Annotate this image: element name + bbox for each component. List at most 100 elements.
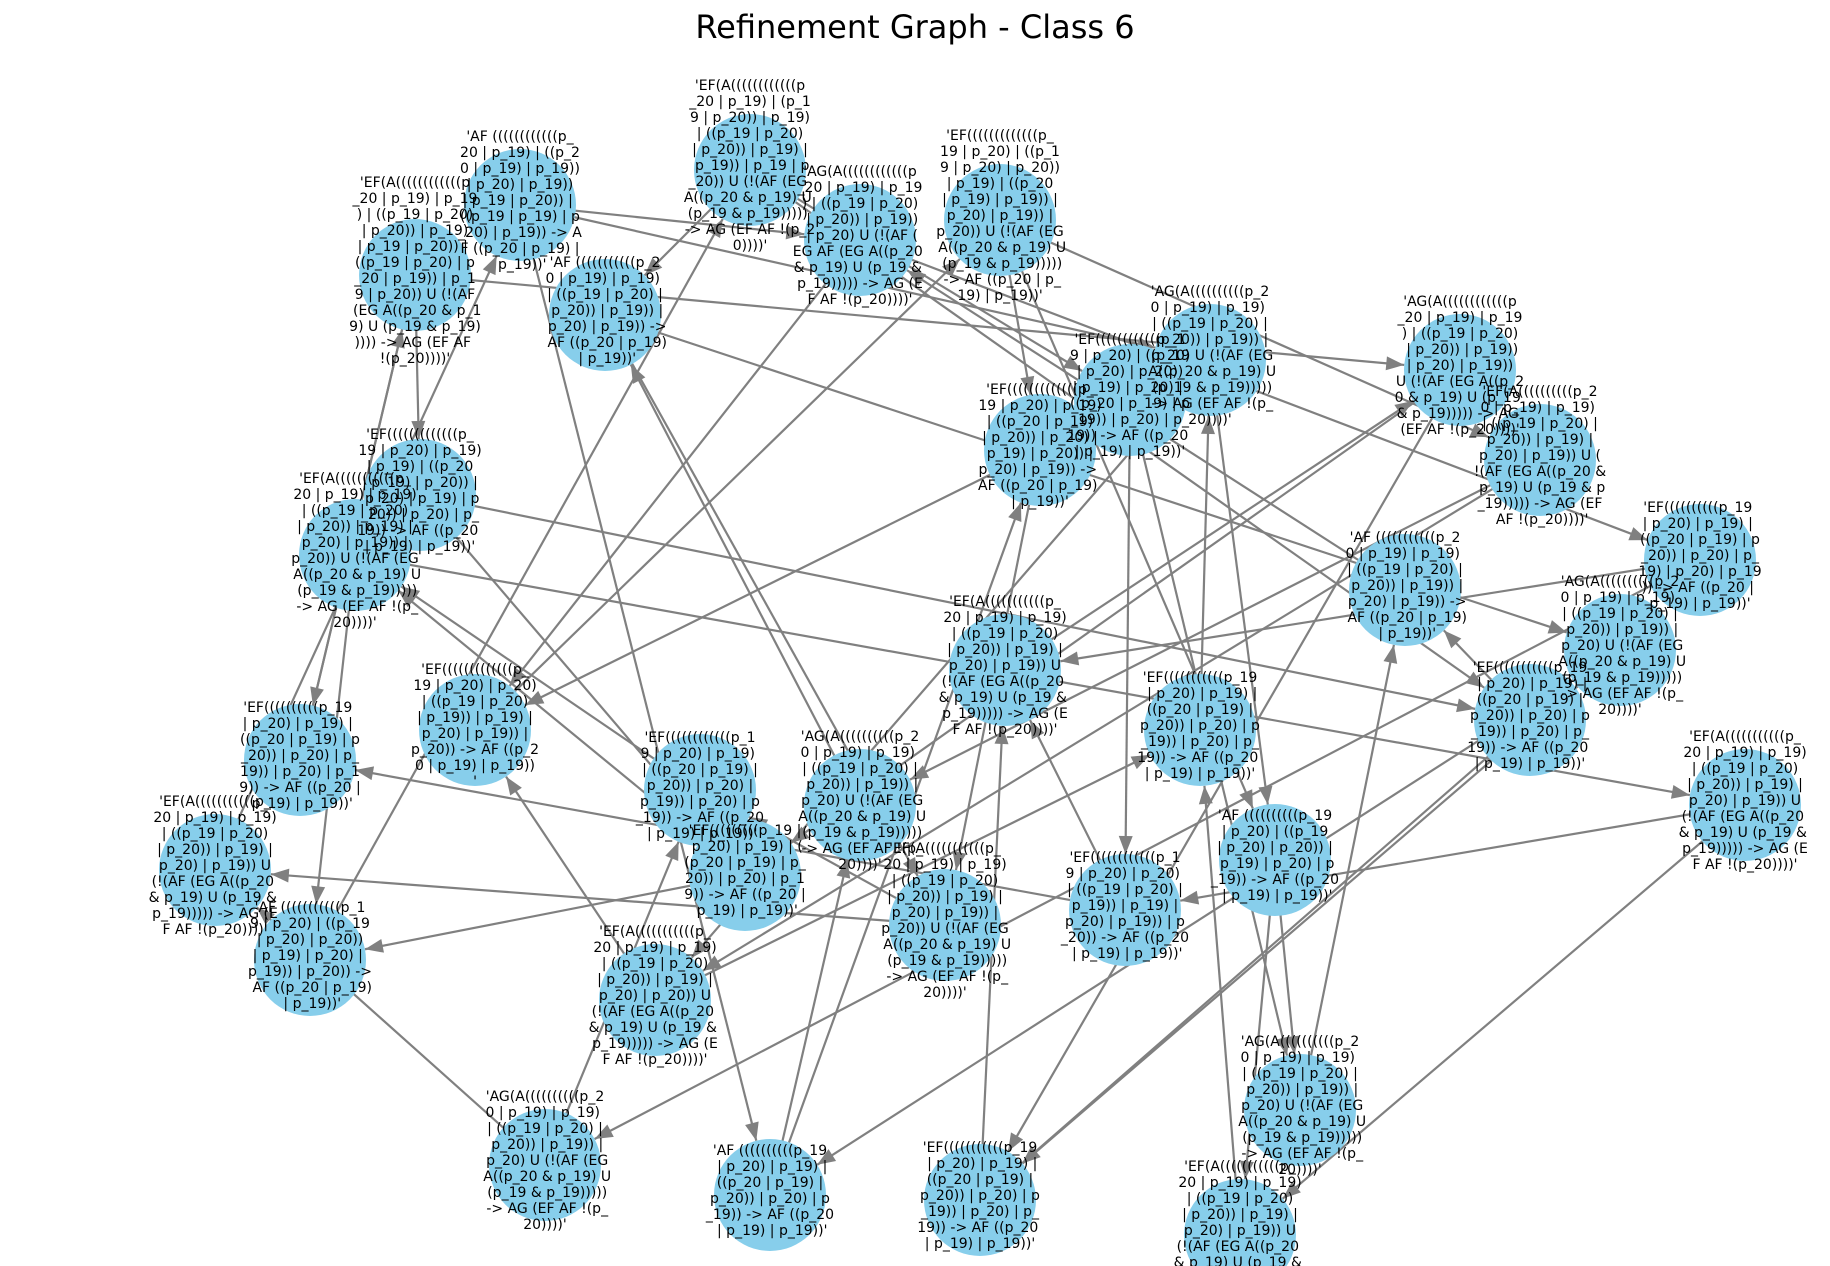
edge-arrowhead bbox=[817, 1149, 837, 1165]
edge-arrowhead bbox=[1239, 1160, 1254, 1180]
edge-arrowhead bbox=[644, 257, 663, 276]
edge-n13-n33 bbox=[909, 459, 1541, 781]
node-label: 'EF(((((((((p_19 | p_20) | p_19) | ((p_2… bbox=[684, 823, 806, 919]
node-n11[interactable] bbox=[984, 394, 1096, 506]
node-n24[interactable] bbox=[714, 1139, 826, 1251]
node-label: 'EF(((((((((((((p_ 19 | p_20) | p_20) | (… bbox=[411, 662, 539, 790]
node-label: 'EF(A((((((((((p_2 0 | p_19) | p_19) | ((… bbox=[1474, 384, 1606, 528]
edge-n14-n23 bbox=[594, 559, 1701, 1140]
edge-arrowhead bbox=[902, 856, 918, 877]
node-n33[interactable] bbox=[804, 749, 916, 861]
node-n19[interactable] bbox=[1069, 854, 1181, 966]
node-n18[interactable] bbox=[1219, 804, 1331, 916]
node-label: 'EF(((((((((((p_19 | p_20) | p_19) | ((p… bbox=[917, 1140, 1043, 1252]
edge-arrowhead bbox=[1456, 698, 1476, 713]
edge-arrowhead bbox=[1130, 754, 1150, 770]
edge-arrowhead bbox=[1443, 630, 1462, 649]
node-n6[interactable] bbox=[549, 259, 661, 371]
edge-arrowhead bbox=[506, 776, 522, 796]
node-n8[interactable] bbox=[299, 499, 411, 611]
edge-n31-n4 bbox=[474, 258, 961, 731]
edge-n9-n18 bbox=[1208, 359, 1269, 805]
node-n13[interactable] bbox=[1484, 404, 1596, 516]
node-n32[interactable] bbox=[644, 734, 756, 846]
node-label: 'EF(A(((((((((((p_ 20 | p_19) | p_19) | (… bbox=[939, 594, 1072, 738]
edge-n34-n12 bbox=[1004, 399, 1414, 671]
edge-n7-n16 bbox=[419, 493, 1476, 710]
labels-layer: 'EF(A((((((((((((p _20 | p_19) | p_19) | … bbox=[149, 78, 1812, 1266]
edge-arrowhead bbox=[952, 851, 967, 871]
node-label: 'AF ((((((((((p_19 | p_20) | p_19) | ((p… bbox=[705, 1143, 834, 1239]
node-n12[interactable] bbox=[1404, 314, 1516, 426]
node-n28[interactable] bbox=[244, 704, 356, 816]
edge-arrowhead bbox=[1394, 400, 1414, 417]
edge-arrowhead bbox=[1465, 671, 1485, 688]
node-label: 'EF(((((((((((((p_ 19 | p_20) | p_19) | p… bbox=[357, 427, 483, 555]
node-label: 'EF((((((((((((p_1 9 | p_20) | ((p_19 | p… bbox=[1067, 332, 1193, 460]
node-label: 'EF((((((((((((p_1 9 | p_20) | p_19) | ((… bbox=[635, 730, 764, 842]
edge-arrowhead bbox=[411, 420, 426, 440]
node-label: 'EF(A(((((((((((p_ 20 | p_19) | p_19) | (… bbox=[879, 841, 1011, 1001]
node-label: 'EF(A(((((((((((p_ 20 | p_19) | p_19) | (… bbox=[1174, 1159, 1307, 1266]
edge-arrowhead bbox=[270, 868, 290, 883]
edge-n24-n33 bbox=[768, 859, 849, 1196]
node-n26[interactable] bbox=[1184, 1179, 1296, 1266]
node-n3[interactable] bbox=[694, 114, 806, 226]
node-label: 'AF (((((((((((p_1 9 | p_20) | ((p_19 | p… bbox=[248, 900, 372, 1012]
node-n21[interactable] bbox=[689, 819, 801, 931]
node-n2[interactable] bbox=[464, 149, 576, 261]
node-n34[interactable] bbox=[949, 614, 1061, 726]
node-n5[interactable] bbox=[804, 184, 916, 296]
nodes-layer bbox=[159, 114, 1801, 1266]
node-n30[interactable] bbox=[254, 904, 366, 1016]
edge-n11-n31 bbox=[524, 449, 1041, 707]
edge-n1-n28 bbox=[311, 274, 417, 706]
node-n17[interactable] bbox=[1689, 749, 1801, 861]
edge-arrowhead bbox=[1020, 375, 1035, 395]
edge-n16-n25 bbox=[1021, 719, 1531, 1165]
node-n27[interactable] bbox=[1244, 1054, 1356, 1166]
node-n14[interactable] bbox=[1644, 504, 1756, 616]
node-label: 'AF ((((((((((p_19 | p_20) | ((p_19 | p_… bbox=[1210, 808, 1339, 904]
node-label: 'AG(A((((((((((p_2 0 | p_19) | p_19) | ((… bbox=[479, 1089, 611, 1233]
edge-arrowhead bbox=[594, 1124, 614, 1140]
edge-arrowhead bbox=[1285, 1035, 1300, 1055]
edge-arrowhead bbox=[256, 907, 275, 925]
graph-title: Refinement Graph - Class 6 bbox=[695, 8, 1135, 46]
edge-arrowhead bbox=[1670, 785, 1690, 799]
node-n10[interactable] bbox=[1074, 344, 1186, 456]
edge-arrowhead bbox=[1469, 423, 1489, 438]
node-label: 'AG(A((((((((((p_2 0 | p_19) | p_19) | ((… bbox=[1554, 574, 1686, 718]
node-n1[interactable] bbox=[359, 219, 471, 331]
edge-arrowhead bbox=[665, 841, 679, 862]
node-n29[interactable] bbox=[159, 814, 271, 926]
edge-n26-n35 bbox=[1203, 785, 1242, 1236]
node-n31[interactable] bbox=[419, 674, 531, 786]
edge-n30-n3 bbox=[309, 218, 724, 961]
node-label: 'EF(((((((((((p_19 | p_20) | p_19) | ((p… bbox=[1467, 660, 1593, 772]
edge-arrowhead bbox=[509, 667, 527, 686]
edge-n17-n26 bbox=[1281, 804, 1746, 1200]
edge-arrowhead bbox=[311, 885, 326, 905]
node-n36[interactable] bbox=[1349, 534, 1461, 646]
node-n25[interactable] bbox=[924, 1144, 1036, 1256]
node-n20[interactable] bbox=[889, 869, 1001, 981]
edge-arrowhead bbox=[355, 766, 375, 781]
node-n4[interactable] bbox=[944, 164, 1056, 276]
edge-arrowhead bbox=[691, 939, 709, 958]
node-label: 'AG(A((((((((((((p _20 | p_19) | p_19) | … bbox=[1395, 294, 1526, 438]
node-label: 'EF(((((((((((p_19 | p_20) | p_19) | ((p… bbox=[1137, 670, 1263, 782]
edge-arrowhead bbox=[1030, 720, 1045, 740]
edge-arrowhead bbox=[745, 1121, 759, 1141]
edge-n12-n21 bbox=[790, 369, 1461, 844]
node-label: 'EF((((((((((((p_1 9 | p_20) | p_20) | ((… bbox=[1060, 850, 1189, 962]
edge-arrowhead bbox=[1022, 1146, 1041, 1164]
node-n35[interactable] bbox=[1144, 674, 1256, 786]
node-n15[interactable] bbox=[1564, 594, 1676, 706]
node-n23[interactable] bbox=[489, 1109, 601, 1221]
node-n16[interactable] bbox=[1474, 664, 1586, 776]
node-label: 'EF(A(((((((((((p_ 20 | p_19) | p_19) | (… bbox=[149, 794, 282, 938]
node-label: 'EF(A(((((((((((p_ 20 | p_19) | p_19) | (… bbox=[289, 471, 421, 631]
edge-arrowhead bbox=[942, 259, 960, 277]
node-n22[interactable] bbox=[599, 944, 711, 1056]
